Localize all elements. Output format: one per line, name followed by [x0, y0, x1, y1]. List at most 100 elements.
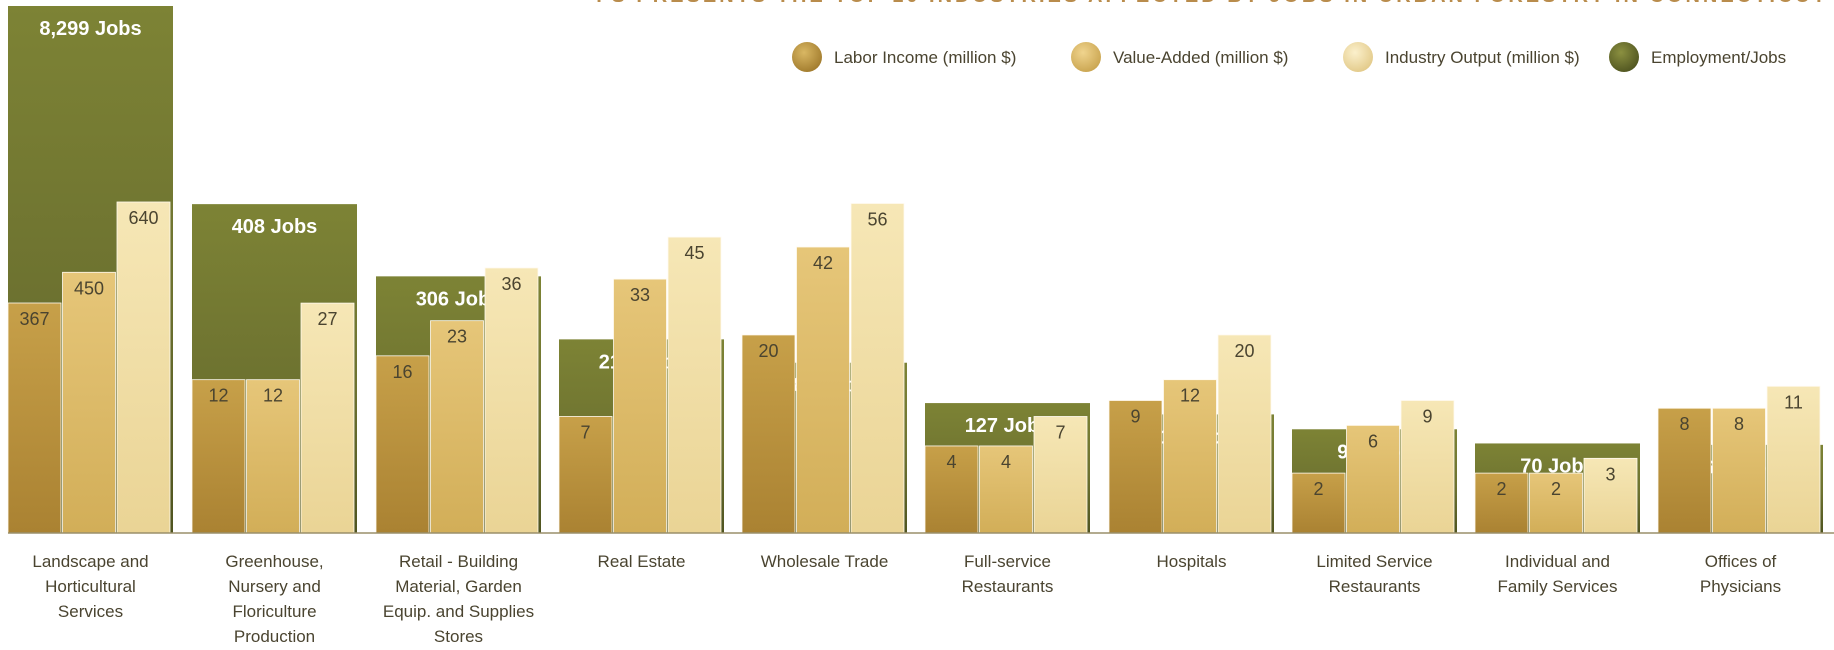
legend: Labor Income (million $) Value-Added (mil…	[792, 42, 1786, 72]
bar-group: 217 Jobs73345	[558, 236, 724, 534]
value-bar	[375, 355, 430, 534]
value-label: 9	[1130, 406, 1140, 426]
value-bar	[558, 416, 613, 534]
legend-label: Labor Income (million $)	[834, 48, 1016, 67]
value-bar	[613, 278, 667, 534]
value-bar	[1583, 457, 1638, 534]
category-label-line: Restaurants	[962, 577, 1054, 596]
employment-label: 8,299 Jobs	[39, 18, 141, 40]
category-label-line: Retail - Building	[399, 552, 518, 571]
legend-label: Value-Added (million $)	[1113, 48, 1288, 67]
category-labels: Landscape and Horticultural Services Greenh…	[32, 552, 1781, 646]
chart-title: FS PRESENTS THE TOP 10 INDUSTRIES AFFECT…	[596, 0, 1828, 7]
category-label-line: Floriculture	[232, 602, 316, 621]
value-label: 42	[813, 253, 833, 273]
employment-label: 408 Jobs	[232, 216, 318, 238]
value-bar	[1657, 407, 1712, 534]
category-label-line: Wholesale Trade	[761, 552, 889, 571]
legend-item: Industry Output (million $)	[1343, 42, 1580, 72]
value-bar	[667, 236, 722, 534]
category-label-line: Material, Garden	[395, 577, 522, 596]
value-bar	[1108, 400, 1163, 534]
value-label: 2	[1496, 479, 1506, 499]
category-label-line: Horticultural	[45, 577, 136, 596]
value-bar	[850, 203, 905, 534]
value-bar	[796, 246, 850, 534]
employment-label: 127 Jobs	[965, 415, 1051, 437]
value-label: 3	[1605, 464, 1615, 484]
bar-group: 90 Jobs269	[1291, 400, 1457, 534]
category-label-line: Offices of	[1705, 552, 1777, 571]
value-label: 20	[1234, 341, 1254, 361]
bar-group: 8,299 Jobs 367 450 640	[7, 6, 173, 534]
value-label: 9	[1422, 406, 1432, 426]
category-label-line: Restaurants	[1329, 577, 1421, 596]
value-label: 8	[1679, 414, 1689, 434]
category-label: Wholesale Trade	[761, 552, 889, 571]
category-label: Offices of Physicians	[1700, 552, 1781, 596]
bar-group: 408 Jobs 12 12 27	[191, 204, 357, 534]
legend-item: Labor Income (million $)	[792, 42, 1016, 72]
value-label: 36	[501, 274, 521, 294]
category-label-line: Nursery and	[228, 577, 321, 596]
bar-group: 184 Jobs204256	[741, 203, 907, 534]
value-bar	[1217, 334, 1272, 534]
category-label-line: Real Estate	[598, 552, 686, 571]
category-label-line: Full-service	[964, 552, 1051, 571]
category-label-line: Limited Service	[1316, 552, 1432, 571]
category-label: Landscape and Horticultural Services	[32, 552, 148, 621]
value-label: 16	[392, 362, 412, 382]
category-label-line: Production	[234, 627, 315, 646]
value-label: 8	[1734, 414, 1744, 434]
legend-label: Industry Output (million $)	[1385, 48, 1580, 67]
value-bar	[116, 201, 171, 534]
legend-label: Employment/Jobs	[1651, 48, 1786, 67]
value-bar	[484, 267, 539, 534]
value-bar	[1766, 385, 1821, 534]
value-label: 23	[447, 327, 467, 347]
employment-label: 306 Jobs	[416, 288, 502, 310]
value-label: 33	[630, 285, 650, 305]
value-label: 640	[128, 208, 158, 228]
value-label: 4	[946, 452, 956, 472]
value-bar	[1474, 472, 1529, 534]
value-label: 56	[867, 209, 887, 229]
value-label: 12	[208, 386, 228, 406]
employment-label: 70 Jobs	[1520, 455, 1594, 477]
value-bar	[1400, 400, 1455, 534]
category-label: Retail - Building Material, Garden Equip. …	[383, 552, 534, 646]
category-label-line: Hospitals	[1157, 552, 1227, 571]
value-label: 20	[758, 341, 778, 361]
category-label-line: Stores	[434, 627, 483, 646]
legend-swatch	[792, 42, 822, 72]
legend-item: Employment/Jobs	[1609, 42, 1786, 72]
category-label-line: Physicians	[1700, 577, 1781, 596]
category-label-line: Landscape and	[32, 552, 148, 571]
category-label: Full-service Restaurants	[962, 552, 1054, 596]
bar-group: 111 Jobs91220	[1108, 334, 1274, 534]
category-label-line: Family Services	[1498, 577, 1618, 596]
bar-group: 306 Jobs 16 23 36	[375, 267, 541, 534]
value-label: 2	[1551, 479, 1561, 499]
bar-group: 68 Jobs8811	[1657, 385, 1823, 534]
value-bar	[1712, 407, 1766, 534]
value-label: 11	[1784, 392, 1803, 412]
value-label: 4	[1001, 452, 1011, 472]
value-label: 27	[317, 309, 337, 329]
value-bar	[979, 445, 1033, 534]
category-label: Limited Service Restaurants	[1316, 552, 1432, 596]
value-bar	[62, 271, 116, 534]
value-bar	[1346, 424, 1400, 534]
legend-item: Value-Added (million $)	[1071, 42, 1288, 72]
value-label: 45	[684, 243, 704, 263]
category-label-line: Equip. and Supplies	[383, 602, 534, 621]
bar-group: 127 Jobs 4 4 7	[924, 403, 1090, 534]
category-label-line: Services	[58, 602, 123, 621]
value-label: 2	[1313, 479, 1323, 499]
value-bar	[7, 302, 62, 534]
category-label-line: Greenhouse,	[225, 552, 323, 571]
value-label: 367	[19, 309, 49, 329]
